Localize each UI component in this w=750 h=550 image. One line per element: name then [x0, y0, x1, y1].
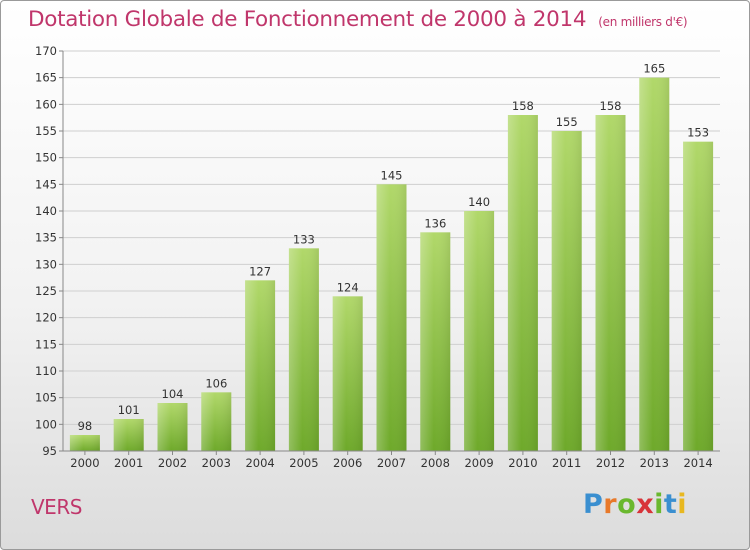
y-tick-label: 110 — [35, 364, 57, 378]
bar-shade — [639, 77, 670, 452]
data-label: 106 — [205, 376, 227, 390]
data-label: 153 — [687, 126, 709, 140]
bar-layer: 98 101 104 106 127 133 124 145 136 140 158 155 158 16… — [69, 62, 714, 452]
y-tick-label: 105 — [35, 391, 57, 405]
bar-shade — [551, 131, 582, 451]
data-label: 104 — [162, 387, 184, 401]
x-tick-label: 2008 — [421, 456, 450, 470]
chart-title-text: Dotation Globale de Fonctionnement de 20… — [28, 7, 587, 32]
x-tick-label: 2006 — [333, 456, 362, 470]
x-tick-label: 2013 — [640, 456, 669, 470]
axis-layer: 95 100 105 110 115 120 125 130 135 140 145 150 155 16… — [35, 44, 720, 470]
bar-shade — [157, 403, 188, 451]
logo-letter: x — [636, 489, 655, 520]
x-tick-label: 2009 — [464, 456, 493, 470]
y-tick-label: 100 — [35, 417, 57, 431]
bar-shade — [245, 280, 276, 451]
bar-shade — [420, 232, 451, 451]
bar-shade — [332, 296, 363, 451]
data-label: 98 — [78, 419, 93, 433]
logo-letter: P — [583, 489, 604, 520]
y-tick-label: 170 — [35, 44, 57, 58]
y-tick-label: 150 — [35, 151, 57, 165]
x-tick-label: 2007 — [377, 456, 406, 470]
bar-shade — [288, 248, 319, 451]
y-tick-label: 130 — [35, 257, 57, 271]
y-tick-label: 125 — [35, 284, 57, 298]
bar-shade — [595, 115, 626, 451]
bar-shade — [464, 211, 495, 451]
y-tick-label: 140 — [35, 204, 57, 218]
bar-shade — [201, 392, 232, 451]
data-label: 124 — [337, 280, 359, 294]
x-tick-label: 2011 — [552, 456, 581, 470]
bar-shade — [376, 184, 407, 452]
x-tick-label: 2014 — [683, 456, 712, 470]
y-tick-label: 135 — [35, 231, 57, 245]
x-tick-label: 2001 — [114, 456, 143, 470]
x-tick-label: 2012 — [596, 456, 625, 470]
logo-letter: i — [654, 489, 664, 520]
y-tick-label: 120 — [35, 311, 57, 325]
y-tick-label: 115 — [35, 337, 57, 351]
data-label: 165 — [643, 62, 665, 76]
y-tick-label: 160 — [35, 97, 57, 111]
chart-title: Dotation Globale de Fonctionnement de 20… — [28, 7, 688, 32]
data-label: 158 — [512, 99, 534, 113]
data-label: 158 — [600, 99, 622, 113]
data-label: 140 — [468, 195, 490, 209]
logo-letter: i — [677, 489, 688, 520]
x-tick-label: 2002 — [158, 456, 187, 470]
y-tick-label: 165 — [35, 71, 57, 85]
logo-letter: t — [663, 489, 678, 520]
x-tick-label: 2000 — [70, 456, 99, 470]
y-tick-label: 95 — [42, 444, 57, 458]
y-tick-label: 145 — [35, 177, 57, 191]
bar-shade — [683, 141, 714, 451]
bar-shade — [113, 419, 144, 451]
y-tick-label: 155 — [35, 124, 57, 138]
bar-shade — [69, 435, 100, 451]
data-label: 145 — [381, 168, 403, 182]
logo-letter: o — [617, 489, 637, 520]
x-tick-label: 2004 — [245, 456, 274, 470]
x-tick-label: 2003 — [202, 456, 231, 470]
data-label: 133 — [293, 232, 315, 246]
data-label: 136 — [424, 216, 446, 230]
x-tick-label: 2010 — [508, 456, 537, 470]
commune-name: VERS — [31, 495, 82, 519]
data-label: 127 — [249, 264, 271, 278]
data-label: 101 — [118, 403, 140, 417]
x-tick-label: 2005 — [289, 456, 318, 470]
logo-letter: r — [603, 489, 618, 520]
data-label: 155 — [556, 115, 578, 129]
proxiti-logo: Proxiti — [583, 489, 687, 520]
bar-shade — [507, 115, 538, 451]
chart-subtitle: (en milliers d'€) — [598, 15, 688, 29]
